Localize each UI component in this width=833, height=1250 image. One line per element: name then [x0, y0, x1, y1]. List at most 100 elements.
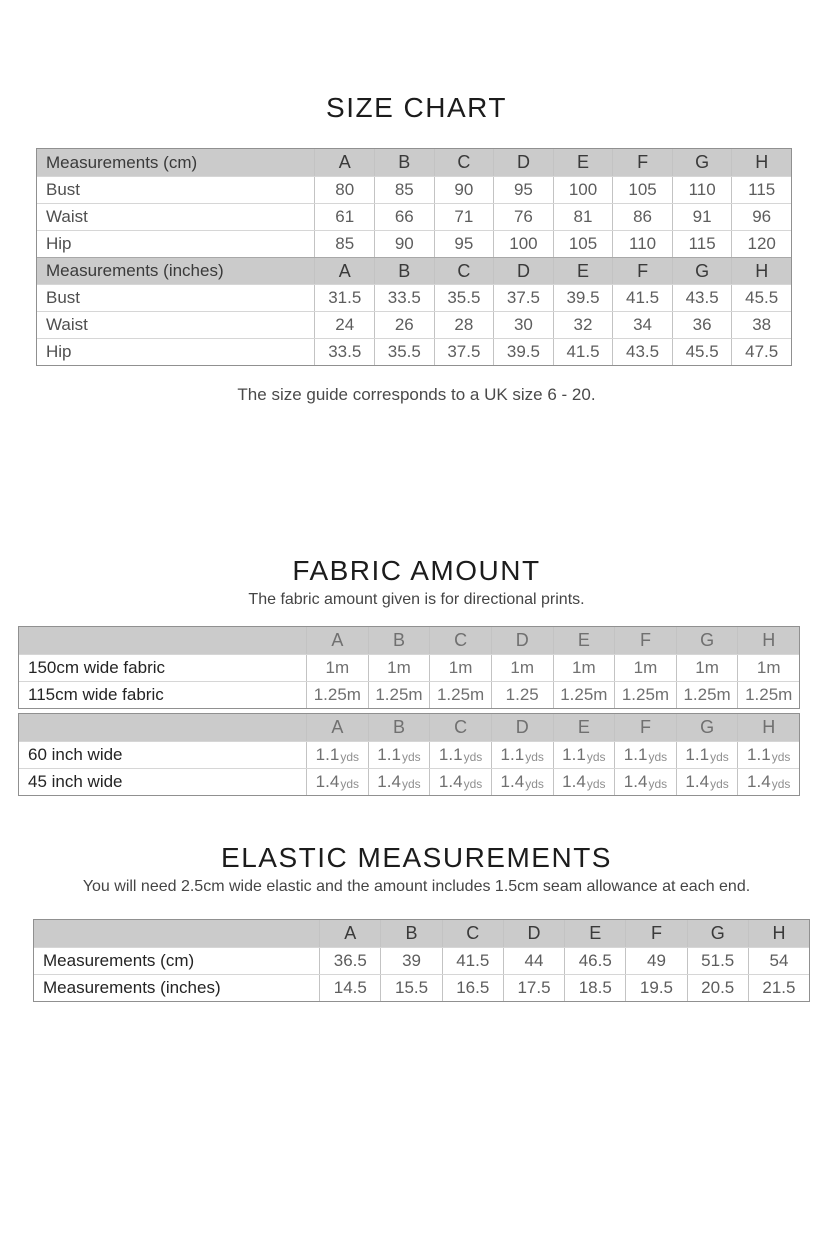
value-cell: 36	[671, 312, 732, 338]
size-column-header: F	[614, 627, 676, 654]
value-cell: 1.4 yds	[614, 769, 676, 795]
row-label: 115cm wide fabric	[28, 685, 164, 704]
value-cell: 32	[552, 312, 613, 338]
size-column-header: H	[731, 149, 791, 176]
size-column-header: F	[612, 258, 672, 284]
value-cell: 1.4 yds	[552, 769, 615, 795]
value-cell: 1m	[614, 655, 676, 681]
unit-suffix: yds	[463, 750, 483, 764]
size-column-header: E	[552, 149, 613, 176]
value-cell: 1m	[737, 655, 799, 681]
value-cell: 41.5	[441, 948, 503, 974]
table-row: Waist 24 26 28 30 32 34 36 38	[37, 311, 791, 338]
size-column-header: E	[552, 258, 613, 284]
size-column-header: G	[686, 920, 748, 947]
value-cell: 54	[747, 948, 809, 974]
size-column-header: H	[737, 714, 799, 741]
value-cell: 38	[731, 312, 791, 338]
value-cell: 51.5	[686, 948, 748, 974]
value-cell: 43.5	[612, 339, 672, 365]
size-column-header: C	[433, 149, 494, 176]
value-cell: 36.5	[319, 948, 380, 974]
value-cell: 34	[612, 312, 672, 338]
size-column-header: B	[367, 714, 430, 741]
size-column-header: D	[490, 714, 553, 741]
value-cell: 21.5	[747, 975, 809, 1001]
value-cell: 115	[671, 231, 732, 257]
value-cell: 33.5	[374, 285, 434, 311]
size-column-header: A	[314, 149, 374, 176]
size-column-header: C	[441, 920, 503, 947]
value-cell: 80	[314, 177, 374, 203]
size-column-header: B	[374, 258, 434, 284]
row-label: Hip	[46, 342, 72, 361]
row-label: 45 inch wide	[28, 772, 123, 791]
value-cell: 15.5	[380, 975, 441, 1001]
unit-suffix: yds	[648, 750, 668, 764]
size-column-header: H	[747, 920, 809, 947]
unit-suffix: yds	[710, 777, 729, 791]
value-cell: 120	[731, 231, 791, 257]
value-cell: 28	[433, 312, 494, 338]
value-cell: 1.25m	[552, 682, 615, 708]
value-cell: 19.5	[625, 975, 686, 1001]
unit-suffix: yds	[401, 750, 421, 764]
table-row: Measurements (inches) 14.5 15.5 16.5 17.5 18.…	[34, 974, 809, 1001]
value-cell: 71	[433, 204, 494, 230]
value-cell: 1m	[367, 655, 430, 681]
value-cell: 1m	[429, 655, 491, 681]
value-cell: 85	[314, 231, 374, 257]
value-cell: 35.5	[374, 339, 434, 365]
value-cell: 91	[671, 204, 732, 230]
value-cell: 1.4 yds	[306, 769, 368, 795]
value-cell: 1.4 yds	[490, 769, 553, 795]
value-cell: 26	[374, 312, 434, 338]
value-cell: 43.5	[671, 285, 732, 311]
unit-suffix: yds	[710, 750, 729, 764]
elastic-measurements-title: ELASTIC MEASUREMENTS	[221, 842, 612, 873]
size-column-header: C	[429, 714, 491, 741]
table-header-row: Measurements (inches) A B C D E F G H	[37, 257, 791, 284]
value-cell: 30	[493, 312, 553, 338]
row-label: Waist	[46, 315, 88, 334]
value-cell: 90	[433, 177, 494, 203]
value-cell: 44	[502, 948, 564, 974]
size-column-header: A	[314, 258, 374, 284]
table-row: Measurements (cm) 36.5 39 41.5 44 46.5 49 51.5 5…	[34, 947, 809, 974]
size-column-header: E	[564, 920, 625, 947]
value-cell: 110	[612, 231, 672, 257]
unit-suffix: yds	[340, 750, 359, 764]
row-label: 150cm wide fabric	[28, 658, 166, 677]
size-column-header: G	[671, 149, 732, 176]
size-column-header: H	[731, 258, 791, 284]
value-cell: 49	[625, 948, 686, 974]
row-label: Bust	[46, 180, 81, 199]
fabric-amount-title: FABRIC AMOUNT	[292, 555, 541, 586]
value-cell: 1.4 yds	[737, 769, 799, 795]
fabric-metric-table: A B C D E F G H 150cm wide fabric 1m 1m 1m 1m 1m 1m 1m 1…	[18, 626, 800, 709]
value-cell: 1.1 yds	[490, 742, 553, 768]
table-row: Bust 80 85 90 95 100 105 110 115	[37, 176, 791, 203]
size-column-header: D	[493, 258, 553, 284]
value-cell: 37.5	[493, 285, 553, 311]
table-row: Waist 61 66 71 76 81 86 91 96	[37, 203, 791, 230]
fabric-amount-subtitle: The fabric amount given is for direction…	[248, 591, 585, 608]
value-cell: 24	[314, 312, 374, 338]
row-label: Measurements (cm)	[46, 152, 198, 172]
value-cell: 110	[671, 177, 732, 203]
value-cell: 33.5	[314, 339, 374, 365]
value-cell: 41.5	[552, 339, 613, 365]
value-cell: 39	[380, 948, 441, 974]
size-column-header: B	[367, 627, 430, 654]
value-cell: 37.5	[433, 339, 494, 365]
value-cell: 115	[731, 177, 791, 203]
size-column-header: H	[737, 627, 799, 654]
value-cell: 1m	[490, 655, 553, 681]
size-column-header: G	[675, 627, 738, 654]
fabric-imperial-table: A B C D E F G H 60 inch wide 1.1 yds 1.1 yds 1.1 yds 1.…	[18, 713, 800, 796]
value-cell: 1m	[675, 655, 738, 681]
row-label: Bust	[46, 288, 81, 307]
